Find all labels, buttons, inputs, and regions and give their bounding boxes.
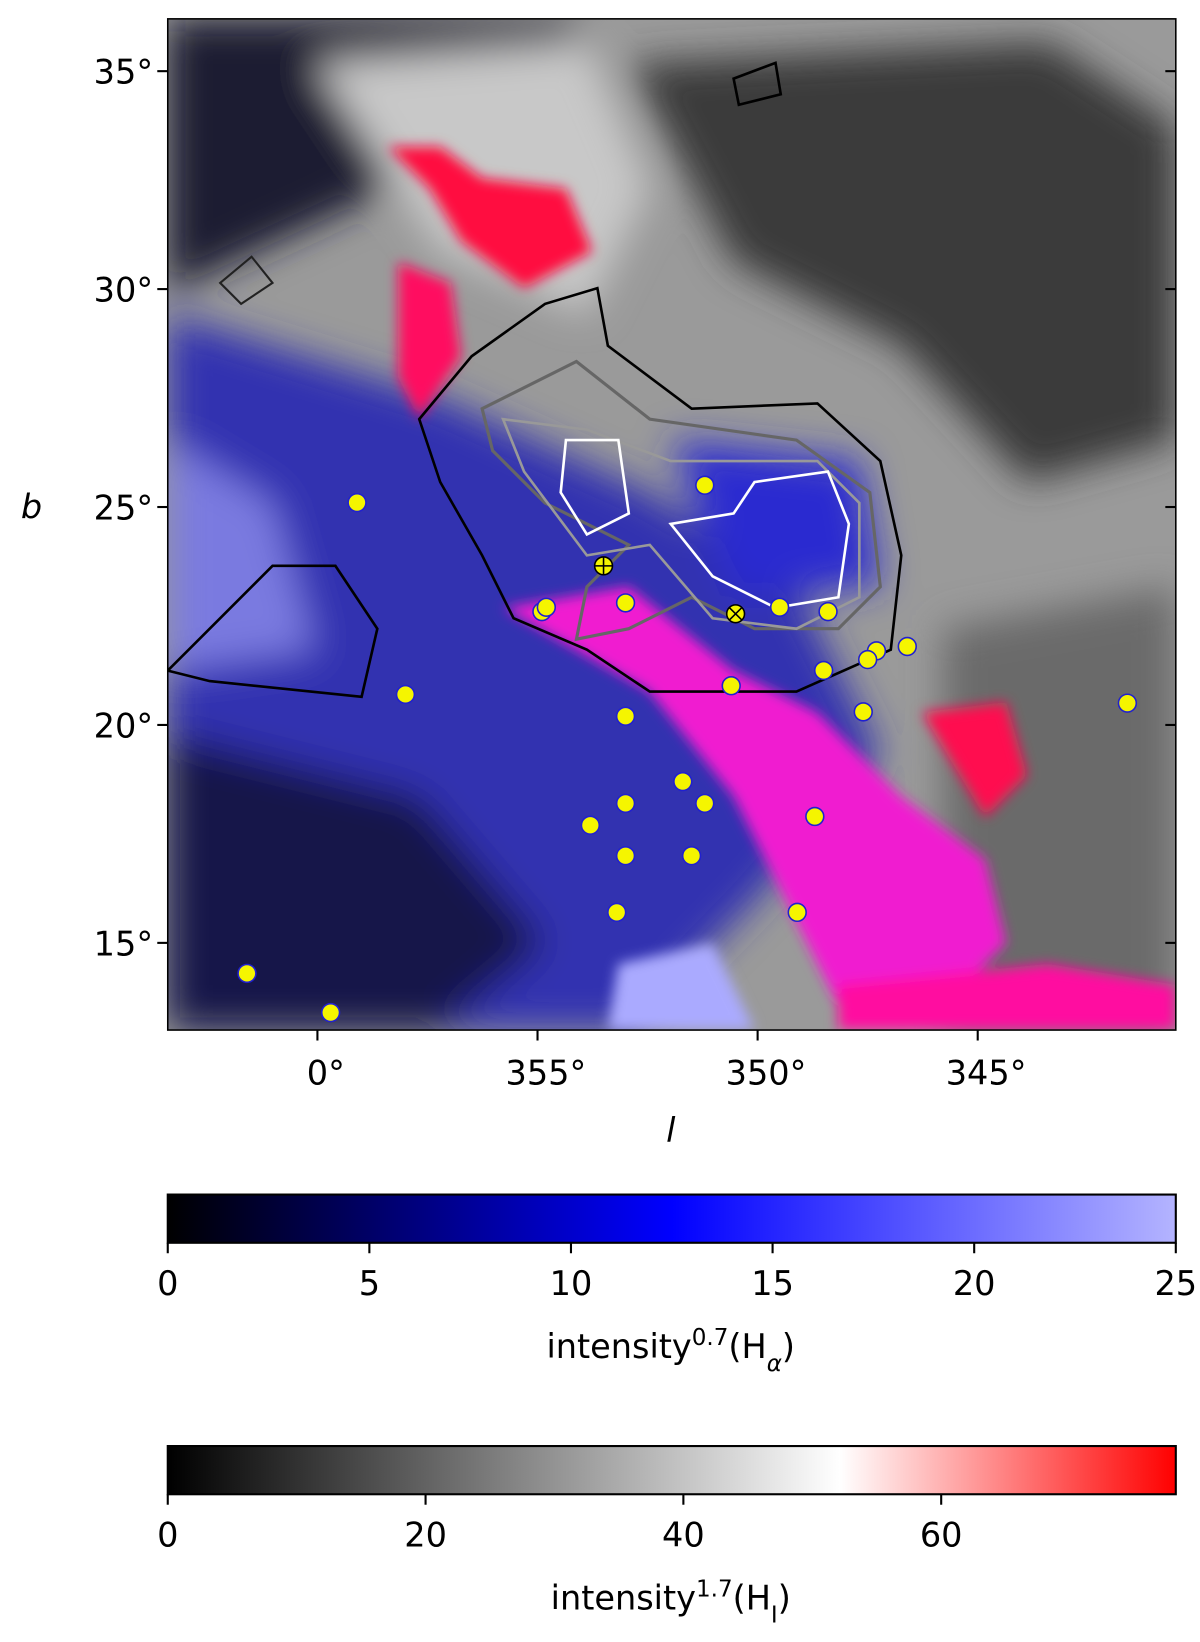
colorbar <box>166 1193 1177 1244</box>
y-tick-label: 30° <box>94 271 153 310</box>
point <box>813 660 834 681</box>
point <box>853 702 873 722</box>
marker-symbol <box>728 606 743 621</box>
colorbar-tick-label: 5 <box>359 1264 380 1303</box>
point <box>615 593 636 613</box>
x-tick-label: 350° <box>726 1054 807 1093</box>
x-tick-label: 345° <box>946 1054 1027 1093</box>
marker-symbol <box>594 556 613 575</box>
colorbar-tick-label: 15 <box>751 1264 794 1303</box>
point <box>897 636 917 657</box>
y-tick-label: 25° <box>94 489 153 528</box>
label-part: 0.7 <box>692 1325 729 1351</box>
colorbar-label: intensity1.7(HI) <box>551 1577 791 1629</box>
label-part: ) <box>778 1579 791 1618</box>
x-axis-label: l <box>666 1111 676 1150</box>
point <box>615 846 636 866</box>
point <box>580 815 601 835</box>
point <box>607 902 627 923</box>
point <box>615 706 636 726</box>
label-part: α <box>767 1351 782 1377</box>
point <box>237 963 257 984</box>
y-axis-label: b <box>21 488 42 527</box>
y-tick-label: 35° <box>94 53 153 92</box>
marked-point <box>725 604 746 624</box>
marked-point <box>593 556 614 576</box>
colorbar-tick-label: 25 <box>1154 1264 1197 1303</box>
y-tick-label: 20° <box>94 707 153 746</box>
point <box>681 846 702 866</box>
sky-image <box>167 18 1176 1031</box>
point <box>818 601 838 622</box>
point <box>695 475 715 495</box>
colorbar-tick-label: 20 <box>404 1516 447 1555</box>
point <box>857 649 878 670</box>
colorbar-tick-label: 0 <box>157 1516 178 1555</box>
point <box>805 806 825 827</box>
point <box>787 902 807 923</box>
point <box>1117 693 1138 713</box>
colorbar-tick-label: 20 <box>953 1264 996 1303</box>
label-part: intensity <box>546 1327 691 1366</box>
colorbar-label: intensity0.7(Hα) <box>546 1325 795 1377</box>
colorbar-tick-label: 40 <box>662 1516 705 1555</box>
point <box>320 1002 341 1023</box>
x-tick-label: 355° <box>506 1054 587 1093</box>
point <box>395 684 416 705</box>
label-part: I <box>771 1603 778 1629</box>
point <box>615 793 636 814</box>
colorbar-tick-label: 0 <box>157 1264 178 1303</box>
colorbar-tick-label: 60 <box>920 1516 963 1555</box>
point <box>347 492 367 513</box>
plot-area: 0° 355° 350° 345° 15° 20° 25° 30° 35° <box>94 53 1176 1093</box>
label-part: 1.7 <box>696 1577 733 1603</box>
label-part: (H <box>733 1579 771 1618</box>
point <box>695 793 715 814</box>
label-part: (H <box>728 1327 766 1366</box>
x-tick-label: 0° <box>307 1054 345 1093</box>
colorbar-tick-label: 10 <box>550 1264 593 1303</box>
y-tick-label: 15° <box>94 924 153 963</box>
point <box>769 597 790 617</box>
plot-frame <box>166 18 1177 1031</box>
point <box>721 676 741 696</box>
label-part: intensity <box>551 1579 696 1618</box>
label-part: ) <box>782 1327 795 1366</box>
point <box>673 771 693 792</box>
colorbar <box>166 1445 1177 1496</box>
point <box>536 597 557 617</box>
